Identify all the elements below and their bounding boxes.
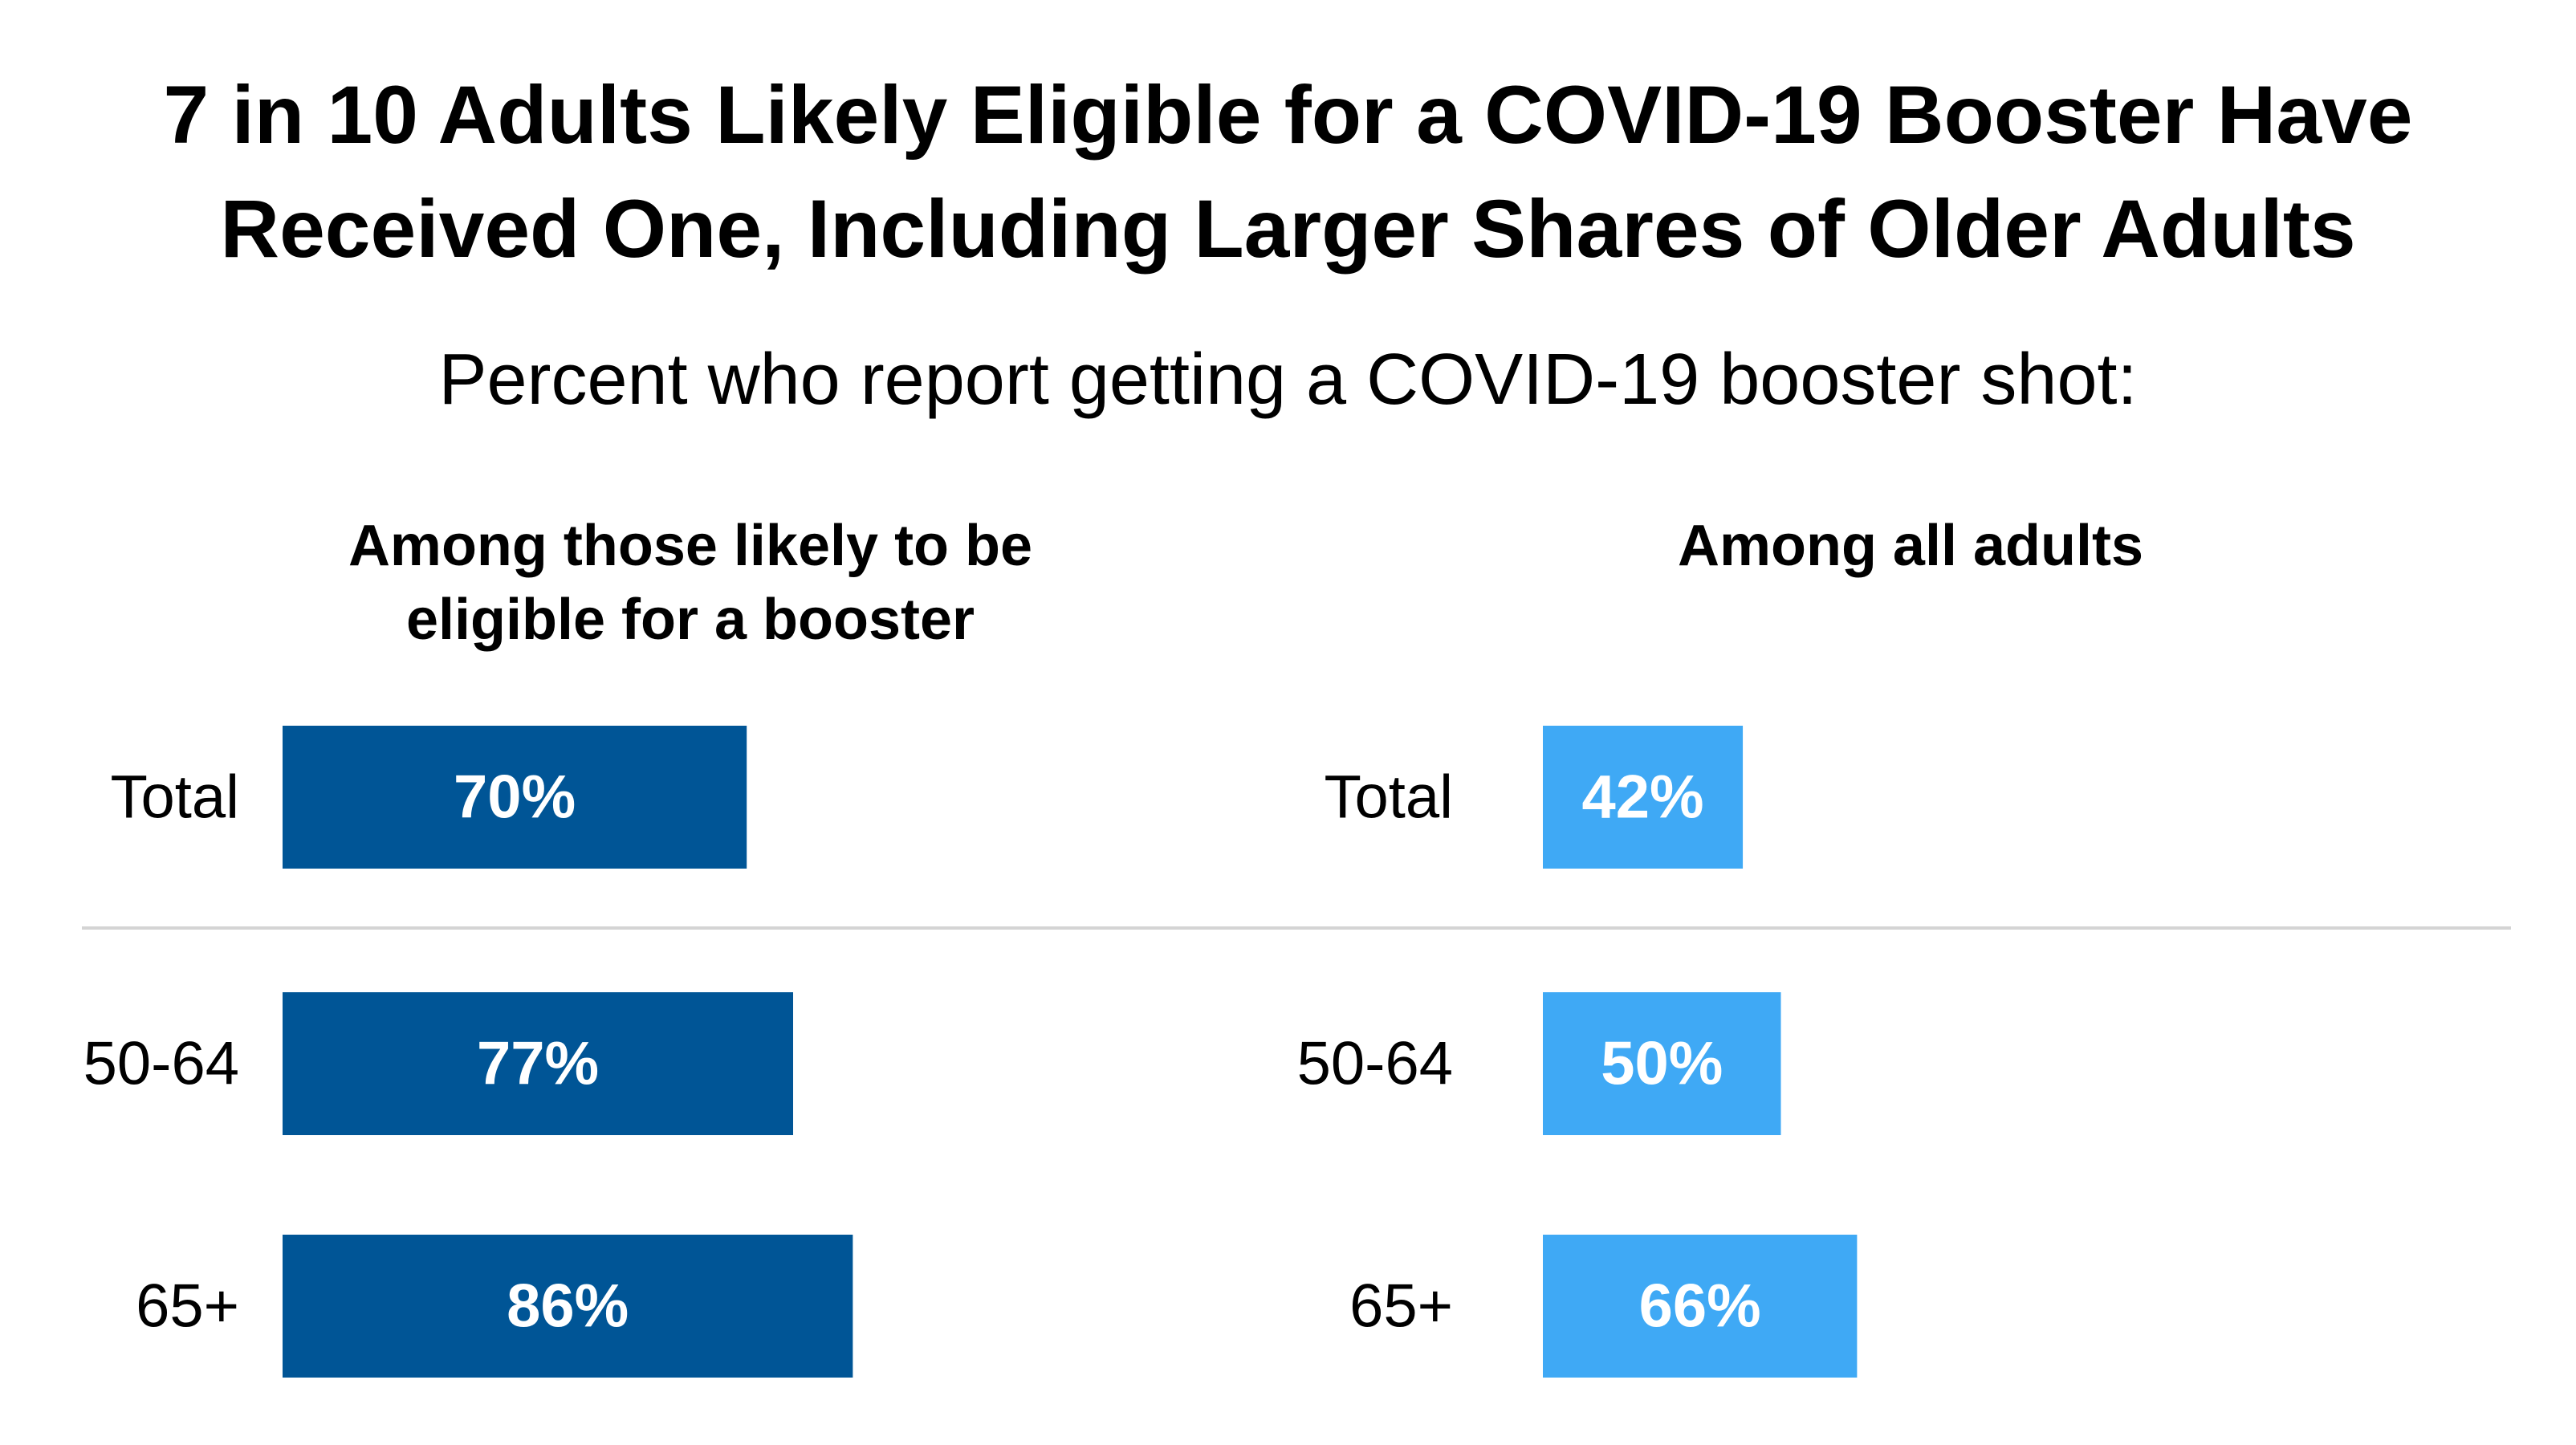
- right-panel-title: Among all adults: [1477, 509, 2344, 583]
- all-adults-value-label-50-64: 50%: [1601, 1030, 1723, 1098]
- chart-title: 7 in 10 Adults Likely Eligible for a COV…: [0, 58, 2576, 286]
- all-adults-category-label-65: 65+: [1349, 1272, 1453, 1341]
- eligible-bar-50-64: [283, 992, 794, 1135]
- eligible-bar-total: [283, 726, 747, 869]
- chart-title-line-1: 7 in 10 Adults Likely Eligible for a COV…: [163, 69, 2413, 161]
- left-panel-title: Among those likely to be eligible for a …: [257, 509, 1124, 657]
- total-divider-line: [82, 926, 2511, 930]
- eligible-category-label-50-64: 50-64: [83, 1030, 239, 1098]
- eligible-value-label-total: 70%: [454, 763, 576, 832]
- left-panel-title-line-1: Among those likely to be: [348, 514, 1033, 578]
- eligible-bar-65: [283, 1235, 853, 1378]
- left-panel-title-line-2: eligible for a booster: [405, 588, 975, 652]
- eligible-value-label-65: 86%: [507, 1272, 629, 1341]
- all-adults-category-label-total: Total: [1324, 763, 1453, 832]
- all-adults-category-label-50-64: 50-64: [1297, 1030, 1453, 1098]
- all-adults-bar-50-64: [1543, 992, 1781, 1135]
- chart-title-line-2: Received One, Including Larger Shares of…: [220, 183, 2356, 275]
- all-adults-bar-total: [1543, 726, 1744, 869]
- all-adults-bar-65: [1543, 1235, 1858, 1378]
- eligible-category-label-65: 65+: [136, 1272, 239, 1341]
- all-adults-value-label-65: 66%: [1639, 1272, 1761, 1341]
- eligible-category-label-total: Total: [110, 763, 239, 832]
- chart-subtitle: Percent who report getting a COVID-19 bo…: [438, 340, 2138, 420]
- all-adults-value-label-total: 42%: [1581, 763, 1703, 832]
- eligible-value-label-50-64: 77%: [477, 1030, 599, 1098]
- right-panel-title-line-1: Among all adults: [1677, 514, 2144, 578]
